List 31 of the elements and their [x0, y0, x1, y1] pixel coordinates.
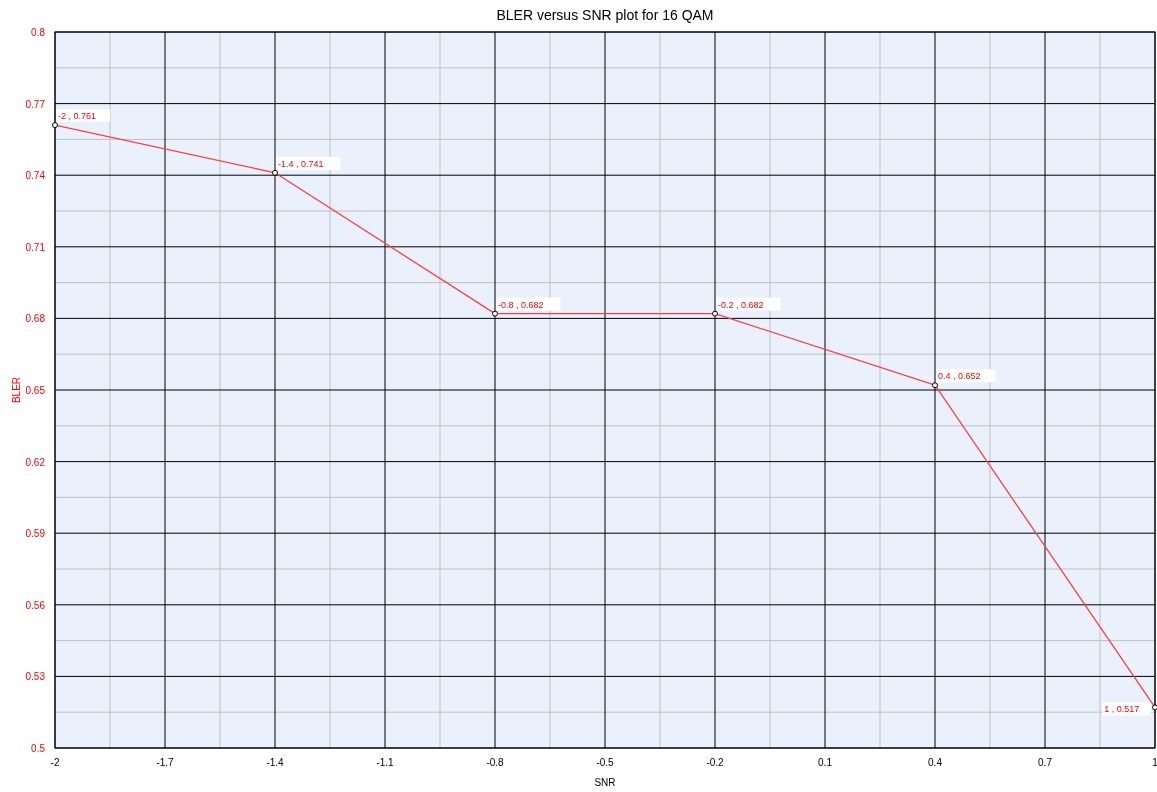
x-tick-label: -1.1 — [376, 757, 395, 768]
data-label: -0.8 , 0.682 — [498, 299, 544, 310]
x-tick-label: -2 — [50, 757, 60, 768]
y-tick-label: 0.53 — [25, 671, 46, 683]
y-tick-label: 0.59 — [25, 528, 46, 540]
y-tick-label: 0.56 — [25, 599, 46, 611]
x-tick-label: 0.7 — [1038, 757, 1053, 768]
x-tick-label: -0.2 — [706, 757, 725, 768]
y-tick-label: 0.77 — [25, 98, 46, 110]
x-axis-title: SNR — [594, 777, 616, 788]
y-tick-label: 0.71 — [25, 241, 46, 253]
y-tick-label: 0.65 — [25, 385, 46, 396]
x-tick-label: -1.4 — [266, 757, 285, 768]
data-label: -2 , 0.761 — [58, 111, 97, 122]
x-tick-label: 0.1 — [818, 757, 833, 768]
data-label: 0.4 , 0.652 — [938, 371, 981, 382]
y-tick-label: 0.62 — [25, 456, 46, 468]
x-tick-label: -1.7 — [156, 757, 175, 768]
x-tick-label: 0.4 — [928, 757, 943, 768]
data-label: -0.2 , 0.682 — [718, 299, 764, 310]
y-tick-label: 0.74 — [25, 170, 46, 182]
y-axis-title: BLER — [11, 376, 22, 404]
y-tick-label: 0.5 — [31, 743, 46, 754]
data-label: -1.4 , 0.741 — [278, 158, 324, 169]
x-tick-label: -0.5 — [596, 757, 615, 768]
y-tick-label: 0.68 — [25, 313, 46, 325]
x-tick-label: -0.8 — [486, 757, 505, 768]
y-tick-label: 0.8 — [31, 27, 46, 38]
chart-title: BLER versus SNR plot for 16 QAM — [496, 7, 714, 23]
data-label: 1 , 0.517 — [1104, 704, 1140, 715]
x-tick-label: 1 — [1152, 757, 1157, 768]
